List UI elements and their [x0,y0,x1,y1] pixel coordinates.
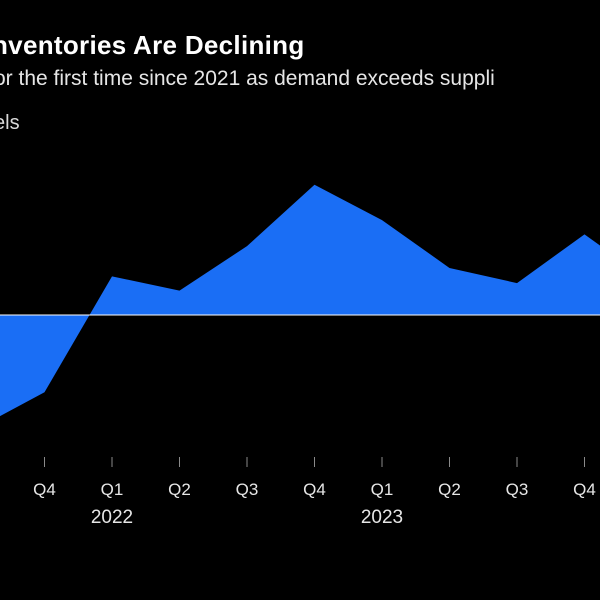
chart-subtitle: or the first time since 2021 as demand e… [0,67,495,90]
x-tick-label: Q2 [438,480,461,499]
area-series [0,184,600,417]
x-tick-label: Q1 [101,480,124,499]
x-tick-label: Q3 [236,480,259,499]
x-year-label: 2022 [91,507,133,528]
unit-label: els [0,112,20,134]
x-tick-label: Q1 [371,480,394,499]
x-tick-label: Q4 [573,480,596,499]
x-year-label: 2023 [361,507,403,528]
x-tick-label: Q2 [168,480,191,499]
x-tick-label: Q4 [303,480,326,499]
chart-title: nventories Are Declining [0,30,305,60]
x-tick-label: Q4 [33,480,56,499]
x-tick-label: Q3 [506,480,529,499]
